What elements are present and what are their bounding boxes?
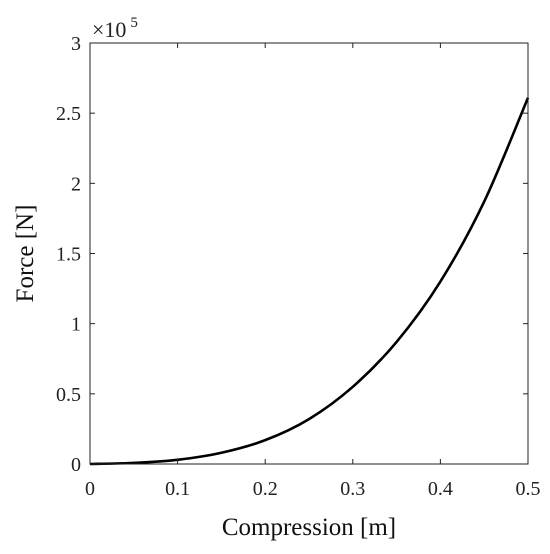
plot-frame (89, 42, 529, 465)
y-axis-multiplier: ×10 5 (92, 15, 138, 42)
x-tick-label: 0.4 (428, 478, 453, 500)
y-tick-label: 0.5 (56, 384, 81, 406)
x-tick-label: 0.3 (340, 478, 365, 500)
y-tick-label: 3 (71, 33, 81, 55)
x-tick-label: 0 (85, 478, 95, 500)
y-axis-title: Force [N] (12, 205, 39, 303)
y-tick-label: 0 (71, 454, 81, 476)
x-axis-title: Compression [m] (222, 514, 396, 541)
x-tick-label: 0.1 (165, 478, 190, 500)
plot-layer (89, 97, 530, 466)
x-tick-label: 0.2 (253, 478, 278, 500)
x-tick-label: 0.5 (516, 478, 541, 500)
y-tick-label: 2.5 (56, 103, 81, 125)
y-multiplier-exponent: 5 (130, 15, 138, 31)
y-axis-ticks: 0 0.5 1 1.5 2 2.5 3 (56, 33, 528, 476)
y-tick-label: 2 (71, 173, 81, 195)
force-curve-line (89, 97, 530, 466)
y-tick-label: 1.5 (56, 244, 81, 266)
y-tick-label: 1 (71, 314, 81, 336)
x-axis-ticks: 0 0.1 0.2 0.3 0.4 0.5 (85, 43, 541, 500)
y-multiplier-base: ×10 (92, 17, 126, 42)
